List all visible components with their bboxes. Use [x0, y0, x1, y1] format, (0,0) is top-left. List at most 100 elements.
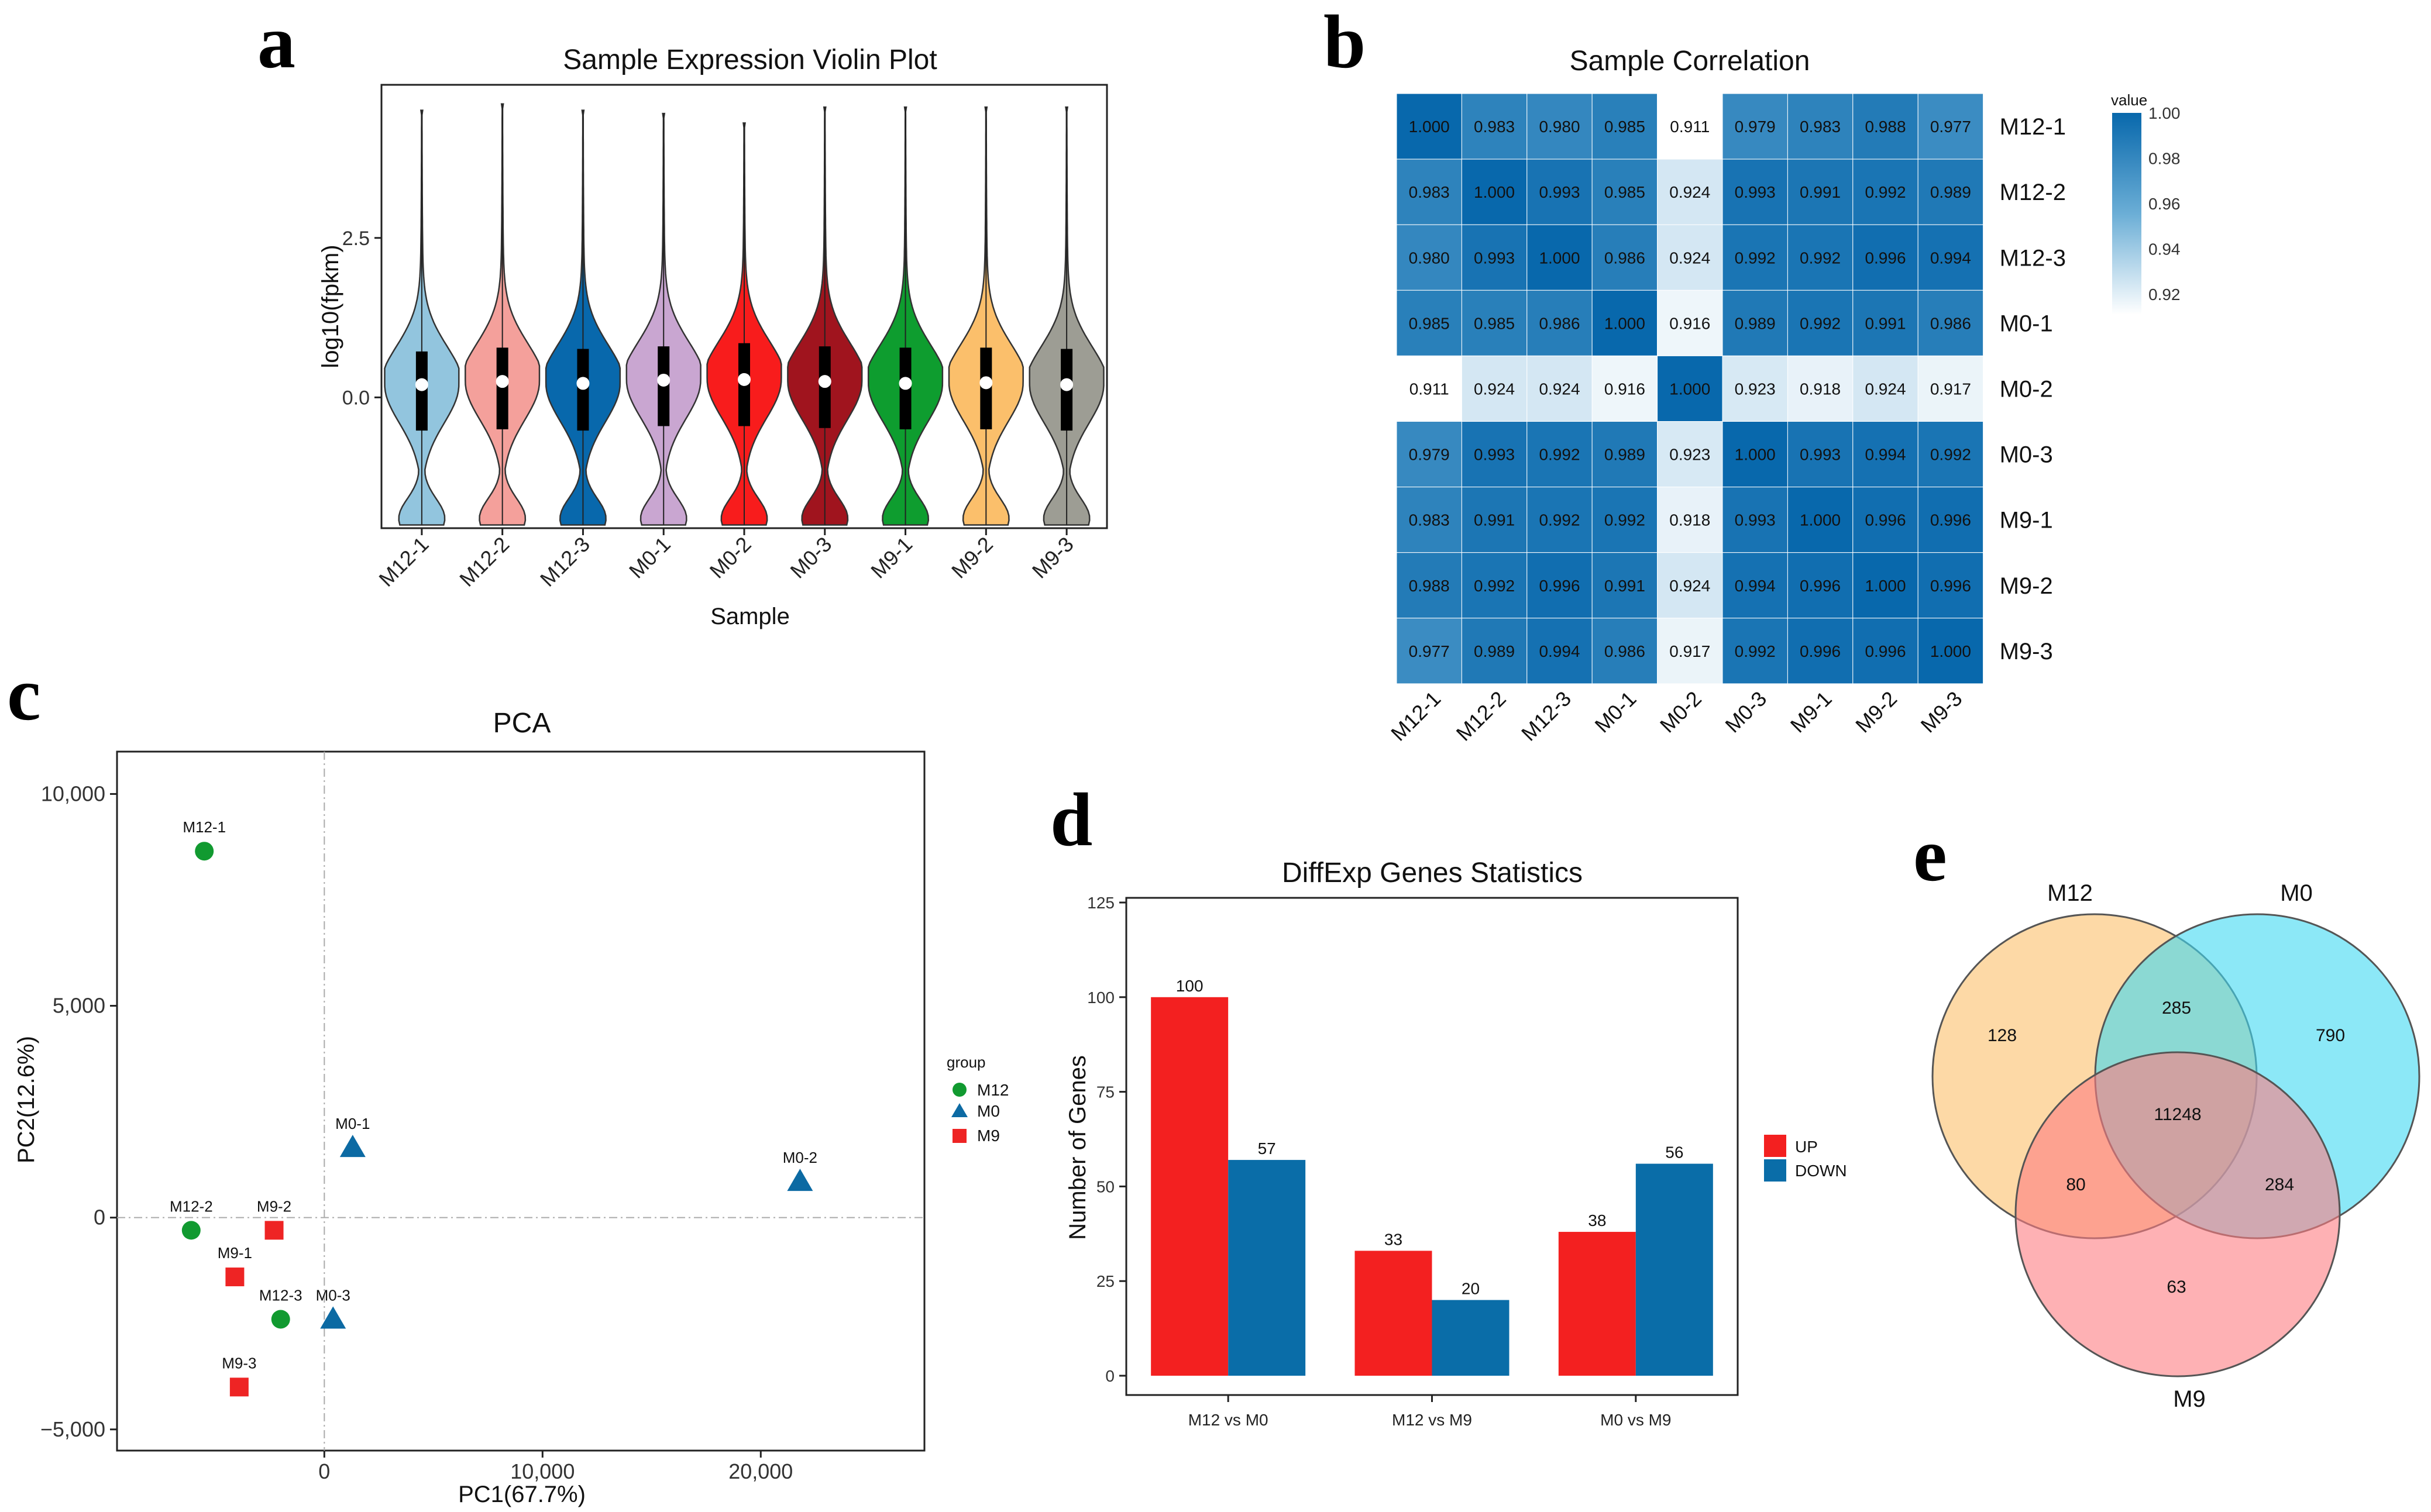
heatmap-title: Sample Correlation — [1570, 46, 1810, 77]
bar-y-label: Number of Genes — [1065, 1055, 1091, 1240]
pca-plot-frame — [116, 750, 926, 1452]
heatmap-cell-value: 1.000 — [1474, 183, 1515, 201]
heatmap-cell-value: 0.996 — [1800, 577, 1841, 595]
heatmap-cell-value: 0.983 — [1409, 183, 1450, 201]
pca-marker — [181, 1221, 201, 1240]
panel-label-a: a — [257, 0, 295, 84]
pca-point-label: M0-1 — [335, 1115, 370, 1132]
pca-marker — [195, 842, 214, 861]
bar-down-m12-vs-m0 — [1228, 1160, 1306, 1376]
violin-m0-1 — [625, 112, 702, 526]
pca-legend-title: group — [947, 1053, 986, 1071]
heatmap-cell-value: 0.993 — [1800, 446, 1841, 464]
violin-title: Sample Expression Violin Plot — [563, 44, 937, 75]
heatmap-colorbar — [2112, 113, 2141, 315]
bar-value-label: 38 — [1588, 1211, 1606, 1229]
heatmap-cell-value: 0.996 — [1865, 511, 1906, 529]
heatmap-cell-value: 0.916 — [1669, 314, 1710, 332]
heatmap-cell-value: 0.911 — [1670, 118, 1710, 136]
pca-point-m12-2: M12-2 — [170, 1197, 213, 1240]
heatmap-column-label: M12-1 — [1386, 687, 1445, 746]
violin-y-tick-label: 2.5 — [342, 228, 370, 250]
heatmap-cell-value: 0.993 — [1474, 249, 1515, 267]
bar-up-m12-vs-m9 — [1354, 1251, 1432, 1376]
heatmap-cell-value: 0.911 — [1409, 380, 1449, 398]
heatmap-cell-value: 0.988 — [1865, 118, 1906, 136]
heatmap-cell — [1787, 421, 1854, 488]
bar-legend: UP DOWN — [1764, 1135, 1847, 1182]
heatmap-cell — [1657, 290, 1723, 356]
pca-marker — [225, 1268, 245, 1287]
bar-value-label: 20 — [1462, 1280, 1480, 1298]
bar-series: 100 57 33 20 38 56 — [1151, 977, 1713, 1376]
heatmap-cell — [1396, 552, 1462, 619]
heatmap-cell — [1852, 159, 1918, 225]
heatmap-column-labels: M12-1 M12-2 M12-3 M0-1 M0-2 M0-3 M9-1 M9-2 M9-3 — [1386, 687, 1966, 746]
panel-c: c PCA 0 10,000 20,000 −5,000 0 5,000 10,000 M1… — [7, 652, 1009, 1507]
pca-marker — [264, 1221, 284, 1240]
pca-legend: group M12 M0 M9 — [947, 1053, 1009, 1145]
pca-point-label: M9-1 — [218, 1244, 252, 1262]
heatmap-cell-value: 0.996 — [1865, 642, 1906, 660]
venn-count-m12-m0: 285 — [2162, 998, 2191, 1018]
panel-label-c: c — [7, 652, 41, 736]
heatmap-cell-value: 0.992 — [1800, 314, 1841, 332]
violin-m9-1 — [867, 106, 944, 526]
violin-y-tick-label: 0.0 — [342, 387, 370, 409]
heatmap-cell — [1526, 93, 1593, 160]
panel-a: a Sample Expression Violin Plot 0.0 2.5 M… — [257, 0, 1108, 629]
heatmap-row-label: M12-2 — [2000, 180, 2066, 205]
pca-point-label: M12-3 — [259, 1286, 302, 1304]
violin-series — [384, 103, 1105, 526]
heatmap-cell-value: 0.917 — [1930, 380, 1971, 398]
heatmap-cell — [1852, 552, 1918, 619]
heatmap-cell — [1852, 355, 1918, 422]
bar-x-tick-label: M12 vs M0 — [1188, 1411, 1268, 1429]
heatmap-cell-value: 0.985 — [1474, 314, 1515, 332]
pca-point-label: M12-2 — [170, 1197, 213, 1215]
venn-count-m0-m9: 284 — [2265, 1175, 2294, 1194]
bar-y-tick-label: 25 — [1096, 1272, 1115, 1290]
heatmap-row-label: M12-3 — [2000, 245, 2066, 271]
bar-value-label: 56 — [1665, 1144, 1683, 1162]
heatmap-column-label: M12-3 — [1517, 687, 1576, 746]
heatmap-cell — [1396, 224, 1462, 291]
violin-m12-1 — [384, 109, 460, 526]
pca-point-m12-1: M12-1 — [183, 818, 226, 861]
heatmap-cell — [1917, 224, 1984, 291]
heatmap-cell — [1917, 290, 1984, 356]
pca-y-tick-label: −5,000 — [40, 1417, 105, 1441]
heatmap-cell-value: 0.994 — [1930, 249, 1971, 267]
bar-legend-up-label: UP — [1795, 1138, 1818, 1156]
heatmap-cell — [1591, 93, 1658, 160]
heatmap-legend-tick-label: 0.94 — [2148, 240, 2181, 259]
violin-median-dot — [818, 375, 831, 388]
heatmap-row-label: M9-3 — [2000, 639, 2053, 664]
violin-x-tick-label: M12-2 — [455, 532, 514, 591]
heatmap-cell — [1787, 355, 1854, 422]
venn-circle-m9 — [2014, 1051, 2341, 1377]
heatmap-row-label: M9-1 — [2000, 508, 2053, 533]
venn-count-all: 11248 — [2154, 1105, 2201, 1124]
heatmap-cell-value: 0.992 — [1800, 249, 1841, 267]
heatmap-cell — [1657, 552, 1723, 619]
bar-y-tick-label: 125 — [1087, 894, 1115, 912]
heatmap-cell-value: 0.986 — [1604, 249, 1645, 267]
heatmap-cell-value: 0.989 — [1604, 446, 1645, 464]
bar-legend-down-label: DOWN — [1795, 1162, 1847, 1180]
heatmap-cells: 1.000 0.983 0.980 0.985 0.911 0.979 0.983 0.988… — [1396, 93, 1984, 684]
heatmap-cell-value: 0.918 — [1669, 511, 1710, 529]
heatmap-cell-value: 0.923 — [1669, 446, 1710, 464]
heatmap-cell — [1917, 93, 1984, 160]
heatmap-cell — [1917, 552, 1984, 619]
heatmap-cell-value: 0.996 — [1539, 577, 1580, 595]
heatmap-cell — [1852, 93, 1918, 160]
pca-x-tick-label: 20,000 — [728, 1459, 793, 1483]
heatmap-cell — [1657, 224, 1723, 291]
venn-set-label-m12: M12 — [2047, 880, 2093, 906]
heatmap-cell-value: 1.000 — [1409, 118, 1450, 136]
heatmap-cell — [1852, 618, 1918, 684]
heatmap-cell-value: 0.986 — [1930, 314, 1971, 332]
heatmap-cell — [1722, 355, 1788, 422]
